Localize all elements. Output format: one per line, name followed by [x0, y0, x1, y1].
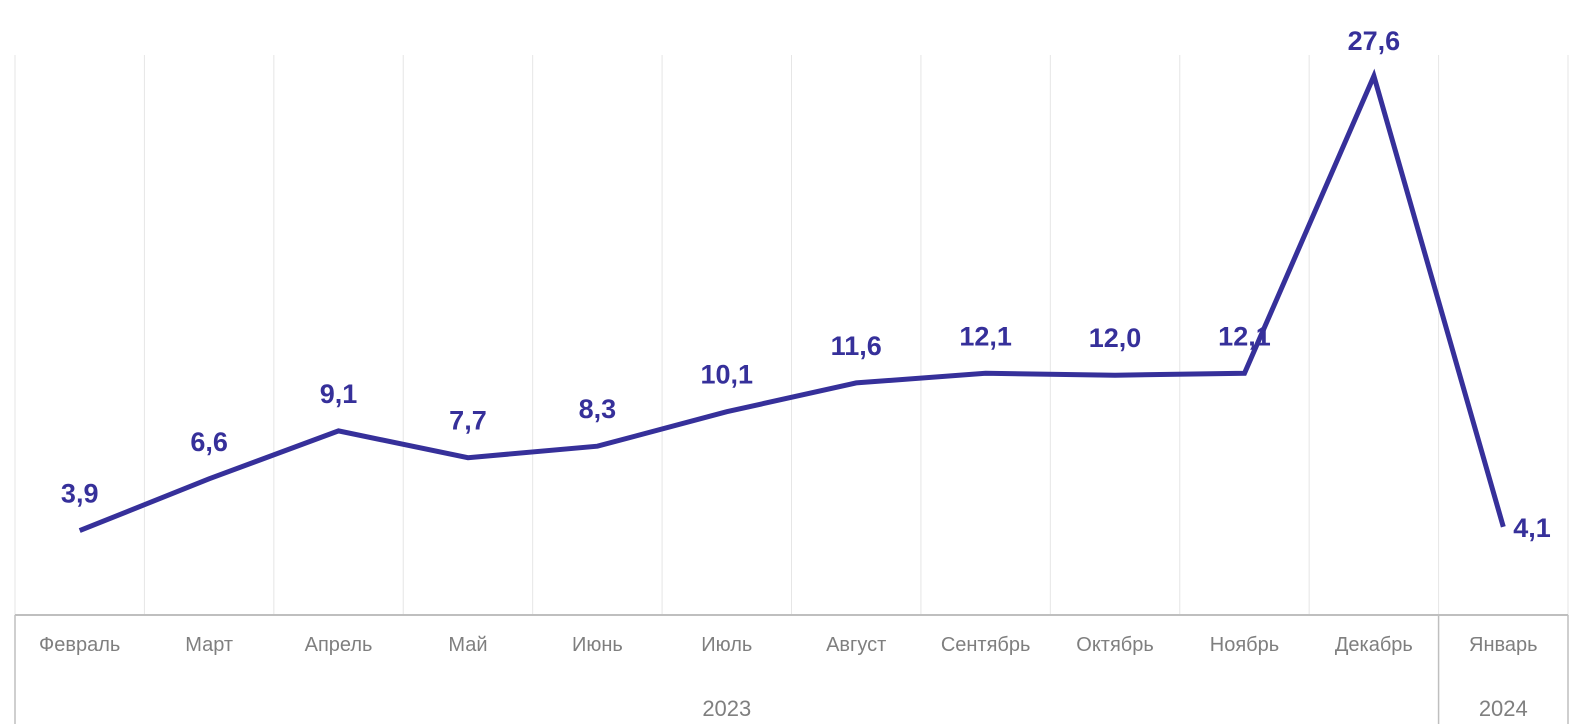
axis-separators: [14, 615, 1569, 724]
data-labels: 3,9 6,6 9,1 7,7 8,3 10,1 11,6 12,1 12,0 12,1 27,6 4…: [61, 26, 1551, 543]
x-tick-label: Июль: [701, 634, 752, 656]
data-label: 11,6: [831, 331, 882, 361]
x-tick-labels: Февраль Март Апрель Май Июнь Июль Август Сентяб…: [39, 634, 1538, 656]
x-tick-label: Февраль: [39, 634, 120, 656]
gridlines: [14, 55, 1569, 615]
data-label: 10,1: [701, 360, 754, 390]
data-label: 12,1: [959, 321, 1012, 351]
x-tick-label: Декабрь: [1335, 634, 1413, 656]
data-label: 3,9: [61, 479, 99, 509]
series-line: [78, 68, 1506, 533]
data-label: 27,6: [1348, 26, 1401, 56]
data-label: 4,1: [1513, 513, 1551, 543]
x-tick-label: Апрель: [305, 634, 373, 656]
x-tick-label: Май: [448, 634, 487, 656]
x-tick-label: Январь: [1469, 634, 1538, 656]
data-label: 7,7: [449, 406, 487, 436]
data-label: 6,6: [190, 427, 228, 457]
year-group-label: 2024: [1479, 696, 1528, 721]
data-label: 12,1: [1218, 321, 1271, 351]
year-group-label: 2023: [702, 696, 751, 721]
x-tick-label: Сентябрь: [941, 634, 1031, 656]
x-tick-label: Июнь: [572, 634, 623, 656]
year-group-labels: 2023 2024: [702, 696, 1527, 721]
data-label: 12,0: [1089, 323, 1142, 353]
data-label: 8,3: [579, 394, 617, 424]
x-tick-label: Октябрь: [1076, 634, 1154, 656]
data-label: 9,1: [320, 379, 358, 409]
x-tick-label: Август: [826, 634, 886, 656]
x-tick-label: Ноябрь: [1210, 634, 1279, 656]
x-tick-label: Март: [185, 634, 233, 656]
